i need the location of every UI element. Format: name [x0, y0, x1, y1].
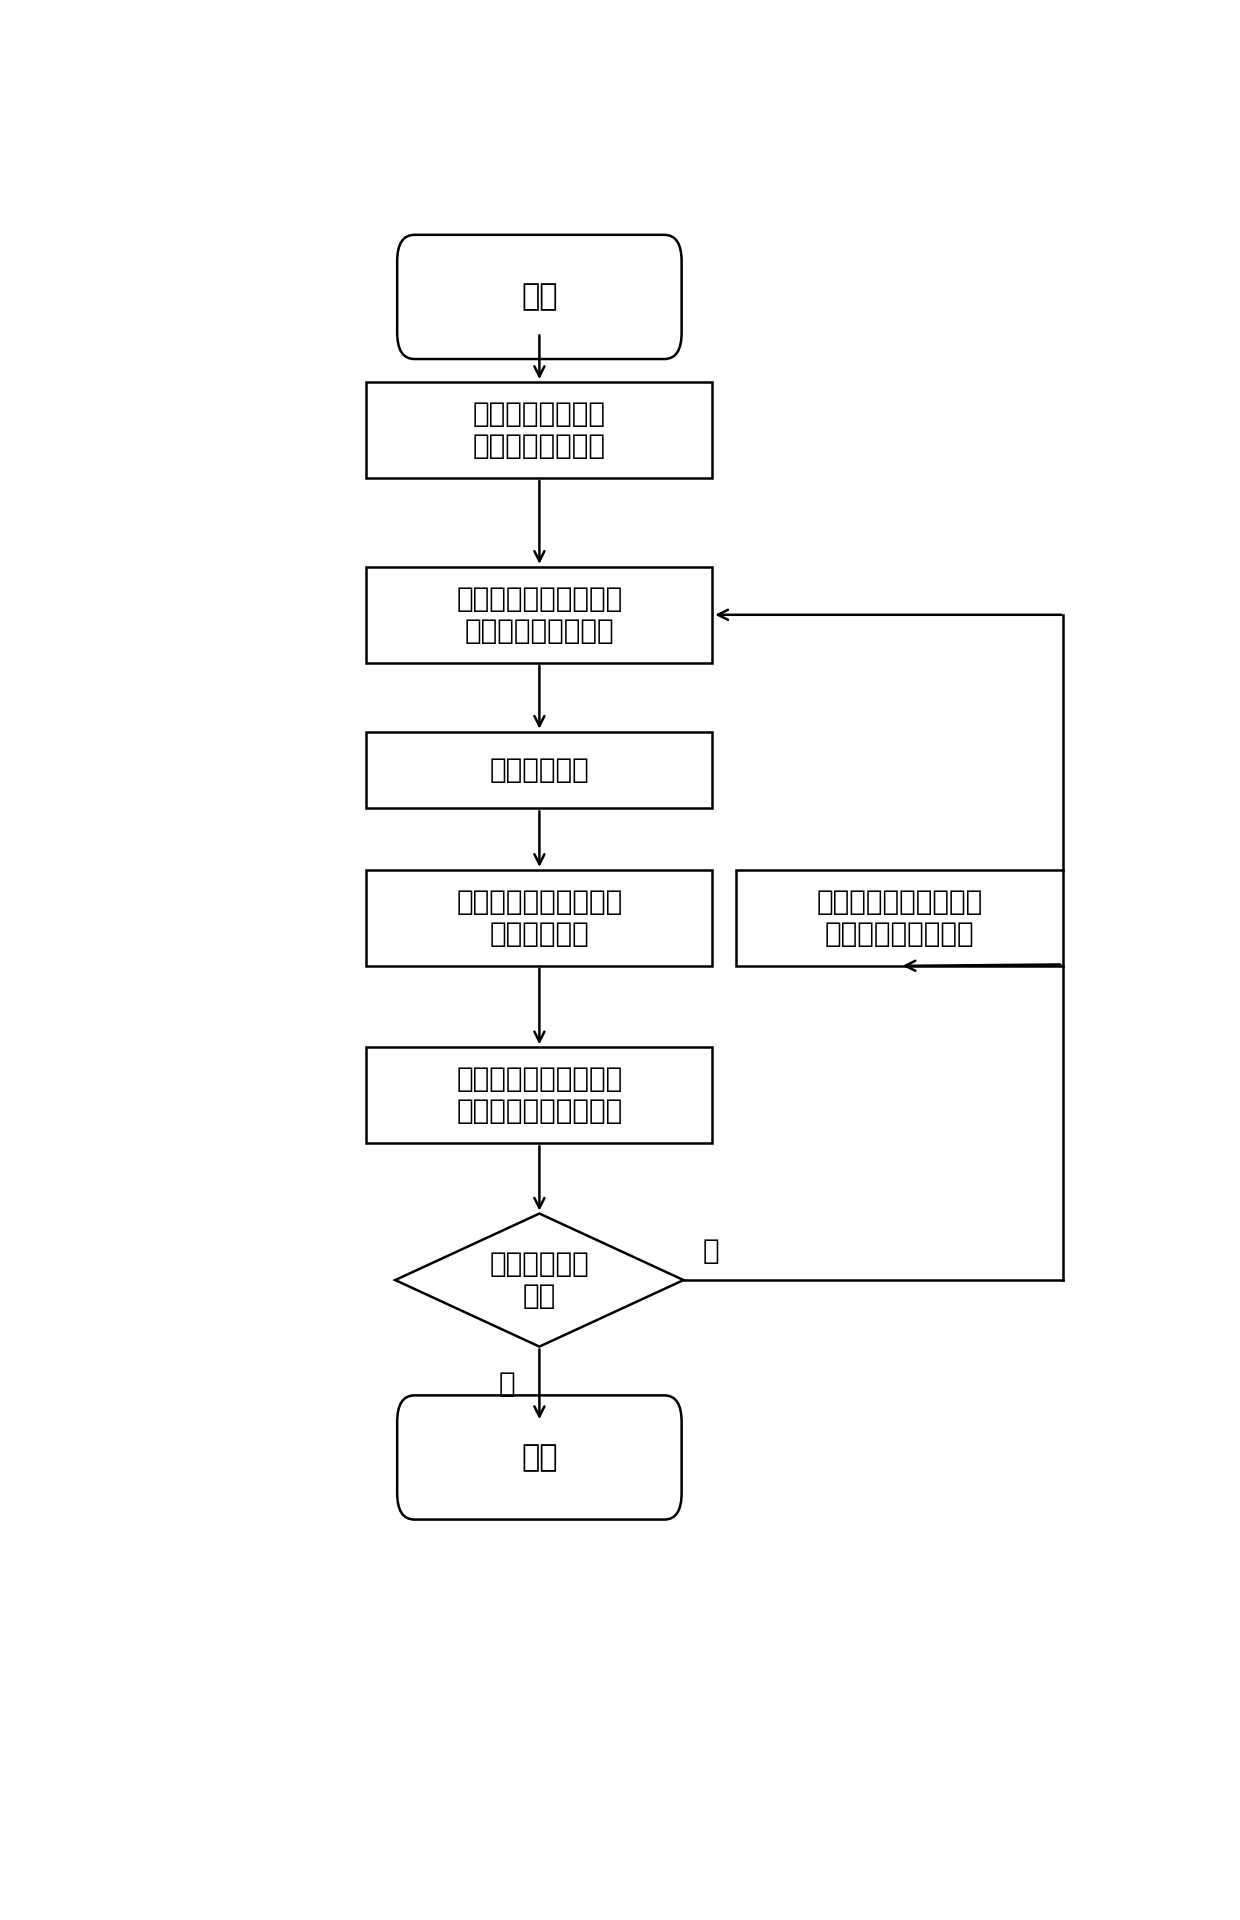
Text: 否: 否: [703, 1236, 719, 1265]
Bar: [367, 1046, 713, 1142]
Text: 选定时窗大小: 选定时窗大小: [490, 756, 589, 783]
FancyBboxPatch shape: [397, 234, 682, 359]
Text: 是否满足定位
精度: 是否满足定位 精度: [490, 1250, 589, 1309]
FancyBboxPatch shape: [397, 1396, 682, 1519]
Bar: [367, 382, 713, 478]
Text: 开始: 开始: [521, 282, 558, 311]
Text: 计算网格点距离每个检
波器的地震波旅行时: 计算网格点距离每个检 波器的地震波旅行时: [456, 584, 622, 645]
Text: 对监测区域进行稀
疏均匀的网格划分: 对监测区域进行稀 疏均匀的网格划分: [472, 399, 606, 461]
Text: 是: 是: [498, 1371, 516, 1398]
Text: 选取相似性系数最大的
空间位置作为临时结果: 选取相似性系数最大的 空间位置作为临时结果: [456, 1066, 622, 1125]
Text: 结束: 结束: [521, 1444, 558, 1473]
Bar: [367, 732, 713, 808]
Text: 选定临时结果附近区域
进行精密的网格划分: 选定临时结果附近区域 进行精密的网格划分: [817, 887, 983, 948]
Bar: [367, 566, 713, 662]
Polygon shape: [396, 1213, 683, 1346]
Bar: [367, 870, 713, 966]
Bar: [737, 870, 1063, 966]
Text: 计算每个网格点所对应
的相似性系数: 计算每个网格点所对应 的相似性系数: [456, 887, 622, 948]
